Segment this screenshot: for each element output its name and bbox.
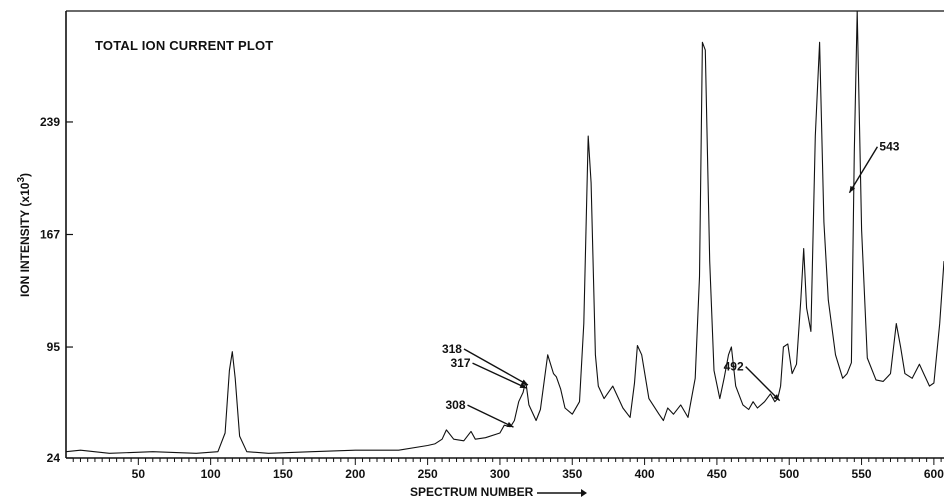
x-tick-label: 50 [132, 467, 146, 481]
y-tick-label: 167 [40, 228, 60, 242]
axes [65, 10, 944, 459]
y-axis-label: ION INTENSITY (x103) [16, 172, 32, 298]
arrow-right-icon [536, 488, 587, 497]
annotation-arrowhead [506, 421, 514, 428]
x-tick-label: 200 [345, 467, 365, 481]
annotation-label: 543 [879, 140, 899, 154]
x-ticks: 50 100 150 200 250 300 350 400 450 500 550 600 [72, 458, 944, 481]
x-tick-label: 100 [201, 467, 221, 481]
annotation-label: 308 [445, 398, 465, 412]
x-tick-label: 550 [852, 467, 872, 481]
annotation-label: 318 [442, 342, 462, 356]
chart-title: TOTAL ION CURRENT PLOT [95, 38, 274, 53]
annotation-arrow [463, 348, 529, 386]
y-tick-label: 239 [40, 115, 60, 129]
annotation-arrowhead [773, 394, 780, 401]
x-tick-label: 150 [273, 467, 293, 481]
x-tick-label: 350 [562, 467, 582, 481]
annotation-arrowhead [519, 382, 527, 389]
annotation-arrow [472, 362, 527, 389]
x-tick-label: 300 [490, 467, 510, 481]
annotation-arrow [745, 366, 781, 402]
series-line-group [65, 10, 944, 454]
x-tick-label: 500 [779, 467, 799, 481]
annotation-arrowhead [849, 185, 856, 193]
y-ticks: 24 95 167 239 [40, 115, 73, 465]
annotation-label: 317 [450, 356, 470, 370]
tic-series-line [65, 10, 944, 454]
x-tick-label: 250 [418, 467, 438, 481]
x-tick-label: 450 [707, 467, 727, 481]
annotation-label: 492 [724, 360, 744, 374]
x-tick-label: 400 [635, 467, 655, 481]
annotation-arrow [848, 146, 879, 194]
y-tick-label: 95 [47, 340, 61, 354]
annotation-arrow [467, 404, 514, 428]
y-tick-label: 24 [47, 451, 61, 465]
x-axis-label: SPECTRUM NUMBER [410, 485, 587, 499]
x-tick-label: 600 [924, 467, 944, 481]
annotation-arrowhead [521, 379, 528, 385]
